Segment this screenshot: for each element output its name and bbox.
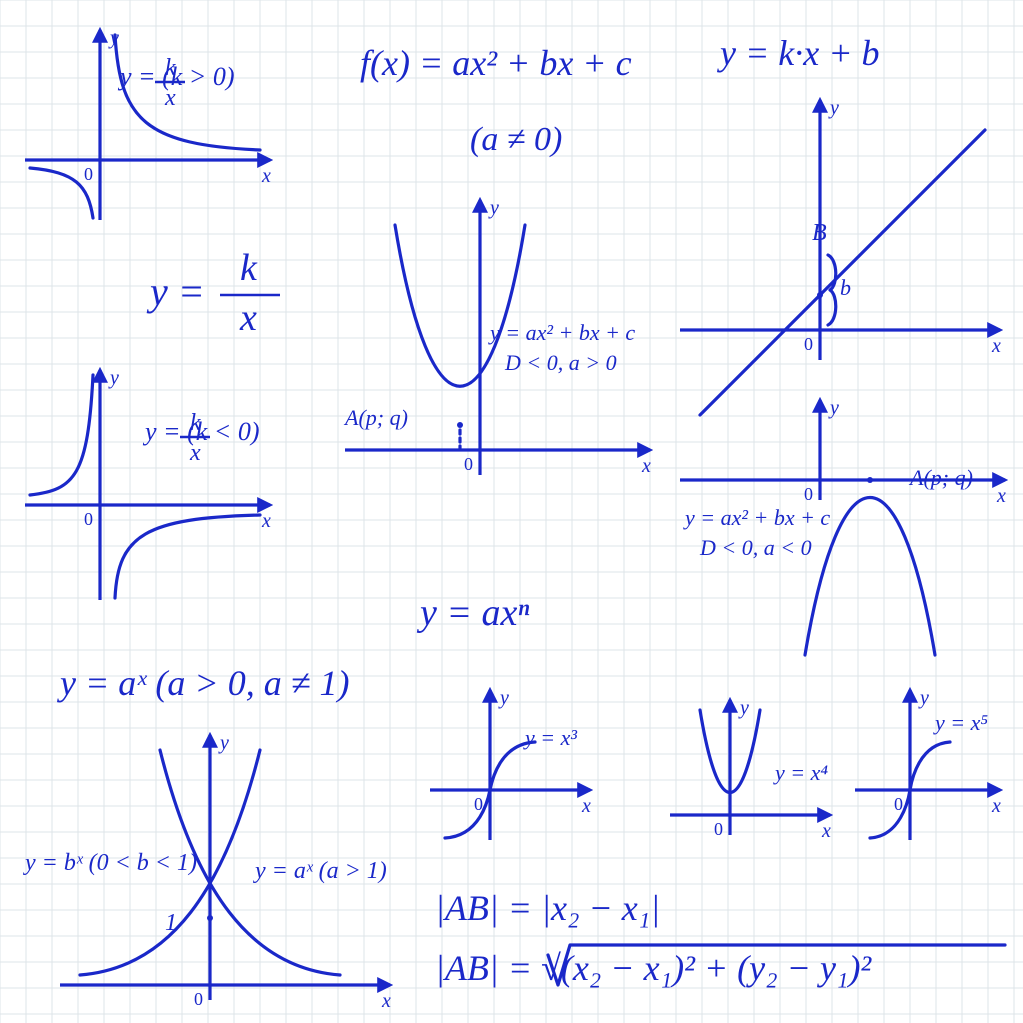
f_dist1: |AB| = |x₂ − x₁|	[435, 888, 660, 928]
svg-text:x: x	[381, 990, 391, 1012]
exp_1_dot	[207, 915, 213, 921]
f_exp_b: y = bˣ (0 < b < 1)	[23, 850, 197, 876]
svg-text:x: x	[991, 795, 1001, 817]
f_quadratic: f(x) = ax² + bx + c	[360, 43, 632, 83]
f_hyp_pos_frac_d: x	[164, 85, 176, 111]
svg-text:y: y	[488, 197, 499, 219]
f_hyp_neg: y = (k < 0)	[142, 417, 260, 446]
svg-text:x: x	[581, 795, 591, 817]
svg-text:x: x	[641, 455, 651, 477]
svg-text:y: y	[498, 687, 509, 709]
f_dist2: |AB| = √(x₂ − x₁)² + (y₂ − y₁)²	[435, 948, 872, 988]
svg-text:x: x	[261, 165, 271, 187]
svg-text:0: 0	[84, 509, 93, 529]
f_hyp_neg_frac_d: x	[189, 440, 201, 466]
math-notebook-diagram: xy0xy0xy0xy0xy0xy0xy0xy0xy0f(x) = ax² + …	[0, 0, 1023, 1023]
svg-text:y: y	[918, 687, 929, 709]
svg-text:0: 0	[464, 454, 473, 474]
lbl_B: B	[812, 220, 827, 246]
f_linear: y = k·x + b	[717, 33, 880, 73]
f_hyp_pos_frac_n: k	[165, 55, 176, 81]
svg-text:x: x	[261, 510, 271, 532]
linear_B_dot	[817, 292, 823, 298]
f_parab_cond2b: D < 0, a < 0	[699, 535, 812, 560]
f_y_kx: y =	[146, 269, 205, 314]
svg-text:y: y	[738, 697, 749, 719]
f_kx_d: x	[239, 297, 257, 339]
vertex_dot	[457, 422, 463, 428]
f_a_ne_0: (a ≠ 0)	[470, 121, 562, 158]
svg-text:x: x	[996, 485, 1006, 507]
svg-text:y: y	[828, 397, 839, 419]
svg-text:x: x	[821, 820, 831, 842]
svg-text:0: 0	[194, 989, 203, 1009]
f_parab_cond1b: D < 0, a > 0	[504, 350, 617, 375]
svg-text:0: 0	[894, 794, 903, 814]
svg-text:y: y	[108, 367, 119, 389]
f_vertex_a: A(p; q)	[343, 405, 408, 430]
f_exp: y = aˣ (a > 0, a ≠ 1)	[57, 663, 349, 703]
f_parab_cond2: y = ax² + bx + c	[683, 505, 830, 530]
svg-text:0: 0	[804, 484, 813, 504]
svg-text:x: x	[991, 335, 1001, 357]
f_kx_n: k	[240, 247, 258, 289]
svg-text:0: 0	[84, 164, 93, 184]
f_x5: y = x⁵	[933, 710, 988, 735]
svg-text:y: y	[218, 732, 229, 754]
lbl_one: 1	[165, 910, 177, 936]
f_hyp_neg_frac_n: k	[190, 410, 201, 436]
f_vertex_b: A(p; q)	[908, 465, 973, 490]
vertex2_dot	[867, 477, 873, 483]
svg-text:0: 0	[804, 334, 813, 354]
f_hyp_pos: y = (k > 0)	[117, 62, 235, 91]
f_x3: y = x³	[523, 725, 577, 750]
f_power: y = axⁿ	[416, 592, 529, 634]
f_parab_cond1: y = ax² + bx + c	[488, 320, 635, 345]
svg-text:y: y	[828, 97, 839, 119]
svg-text:0: 0	[714, 819, 723, 839]
lbl_b_brace: b	[840, 275, 851, 300]
f_x4: y = x⁴	[773, 760, 828, 785]
f_exp_a: y = aˣ (a > 1)	[253, 858, 387, 884]
